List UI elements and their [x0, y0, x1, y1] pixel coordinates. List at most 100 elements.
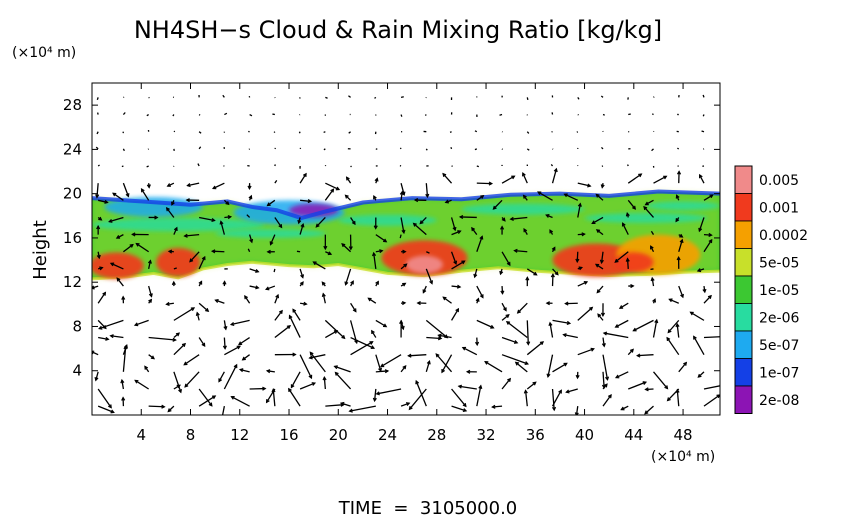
wind-vector-head	[341, 243, 346, 248]
wind-vector	[577, 203, 581, 218]
wind-vector-head	[413, 198, 419, 203]
wind-vector	[110, 335, 124, 339]
wind-vector	[240, 368, 250, 373]
wind-vector-head	[408, 406, 413, 411]
wind-vector-head	[98, 216, 103, 221]
wind-vector-head	[595, 193, 600, 198]
wind-vector	[350, 302, 357, 312]
wind-vector-head	[96, 254, 101, 260]
wind-vector	[340, 402, 351, 407]
wind-vector-head	[183, 233, 188, 238]
wind-vector-head	[121, 295, 126, 300]
wind-vector-head	[241, 356, 246, 361]
colorbar-label: 1e-05	[759, 283, 799, 299]
wind-vector	[166, 207, 175, 218]
wind-vector	[350, 336, 375, 349]
wind-vector-field	[92, 94, 720, 415]
wind-vector-head	[299, 281, 304, 286]
wind-vector-head	[679, 238, 684, 244]
wind-vector-head	[549, 229, 554, 234]
wind-vector-head	[632, 205, 637, 210]
wind-vector	[651, 277, 655, 287]
wind-vector-head	[400, 325, 405, 331]
wind-vector-head	[525, 276, 530, 281]
wind-vector	[550, 164, 554, 167]
wind-vector	[273, 268, 276, 273]
colorbar-swatch	[734, 303, 753, 332]
wind-vector-head	[553, 167, 558, 173]
wind-vector-head	[644, 201, 649, 206]
wind-vector-head	[384, 369, 390, 374]
y-unit-label: (×10⁴ m)	[12, 45, 76, 61]
wind-vector	[400, 114, 403, 117]
wind-vector-head	[618, 305, 624, 309]
wind-vector	[273, 131, 276, 134]
colorbar-swatch	[734, 220, 753, 249]
wind-vector	[628, 381, 647, 390]
wind-vector-head	[435, 353, 440, 358]
wind-vector-head	[675, 322, 680, 328]
wind-vector	[350, 165, 352, 168]
wind-vector-head	[562, 333, 567, 338]
wind-vector-head	[597, 313, 602, 318]
wind-vector	[474, 130, 478, 133]
wind-vector	[476, 165, 479, 168]
wind-vector	[703, 239, 713, 253]
wind-vector-head	[218, 378, 223, 383]
wind-vector-head	[312, 261, 317, 266]
wind-vector-head	[532, 381, 537, 386]
wind-vector	[644, 405, 654, 415]
wind-vector-head	[173, 226, 178, 232]
wind-vector	[551, 388, 555, 411]
wind-vector	[603, 332, 629, 339]
wind-vector-head	[551, 246, 556, 251]
wind-vector	[476, 285, 484, 298]
colorbar: 0.005 0.001 0.0002 5e-05 1e-05 2e-06 5e-07 1e-0…	[734, 165, 808, 414]
wind-vector-head	[412, 222, 417, 227]
wind-vector-head	[442, 296, 447, 301]
wind-vector-head	[269, 241, 274, 246]
wind-vector	[476, 195, 484, 201]
wind-vector-head	[636, 353, 641, 358]
wind-vector	[146, 165, 149, 168]
colorbar-swatch	[734, 330, 753, 359]
wind-vector	[703, 385, 720, 390]
colorbar-swatch	[734, 248, 753, 277]
y-tick-label: 12	[63, 273, 82, 291]
wind-vector-head	[109, 334, 114, 339]
wind-vector	[703, 394, 720, 407]
wind-vector	[441, 354, 453, 373]
wind-vector	[626, 164, 629, 167]
wind-vector-head	[419, 220, 424, 225]
wind-vector-head	[484, 361, 489, 365]
wind-vector	[375, 234, 387, 243]
wind-vector	[426, 336, 442, 340]
wind-vector	[551, 168, 558, 184]
wind-vector	[173, 371, 182, 393]
wind-vector-head	[480, 195, 485, 199]
colorbar-frame	[734, 165, 753, 414]
wind-vector	[637, 354, 654, 357]
wind-vector-head	[94, 377, 99, 382]
wind-vector	[526, 97, 529, 101]
wind-vector	[563, 333, 578, 339]
colorbar-swatch	[734, 275, 753, 304]
wind-vector	[148, 96, 150, 99]
cloud-top-rim	[92, 189, 720, 221]
wind-vector	[309, 351, 326, 373]
wind-vector-head	[621, 222, 626, 227]
wind-vector-head	[222, 280, 227, 285]
wind-vector-head	[104, 199, 109, 204]
wind-vector-head	[330, 188, 335, 193]
wind-vector	[510, 216, 528, 220]
wind-vector-head	[574, 412, 579, 415]
y-tick-label: 20	[63, 185, 82, 203]
wind-vector-head	[507, 377, 512, 383]
wind-vector-head	[190, 307, 196, 312]
wind-vector	[110, 262, 124, 270]
wind-vector	[148, 336, 176, 341]
x-axis: 4 8 12 16 20 24 28 32 36 40 44 48	[136, 83, 693, 444]
wind-vector-head	[650, 276, 655, 282]
wind-vector	[249, 113, 253, 117]
